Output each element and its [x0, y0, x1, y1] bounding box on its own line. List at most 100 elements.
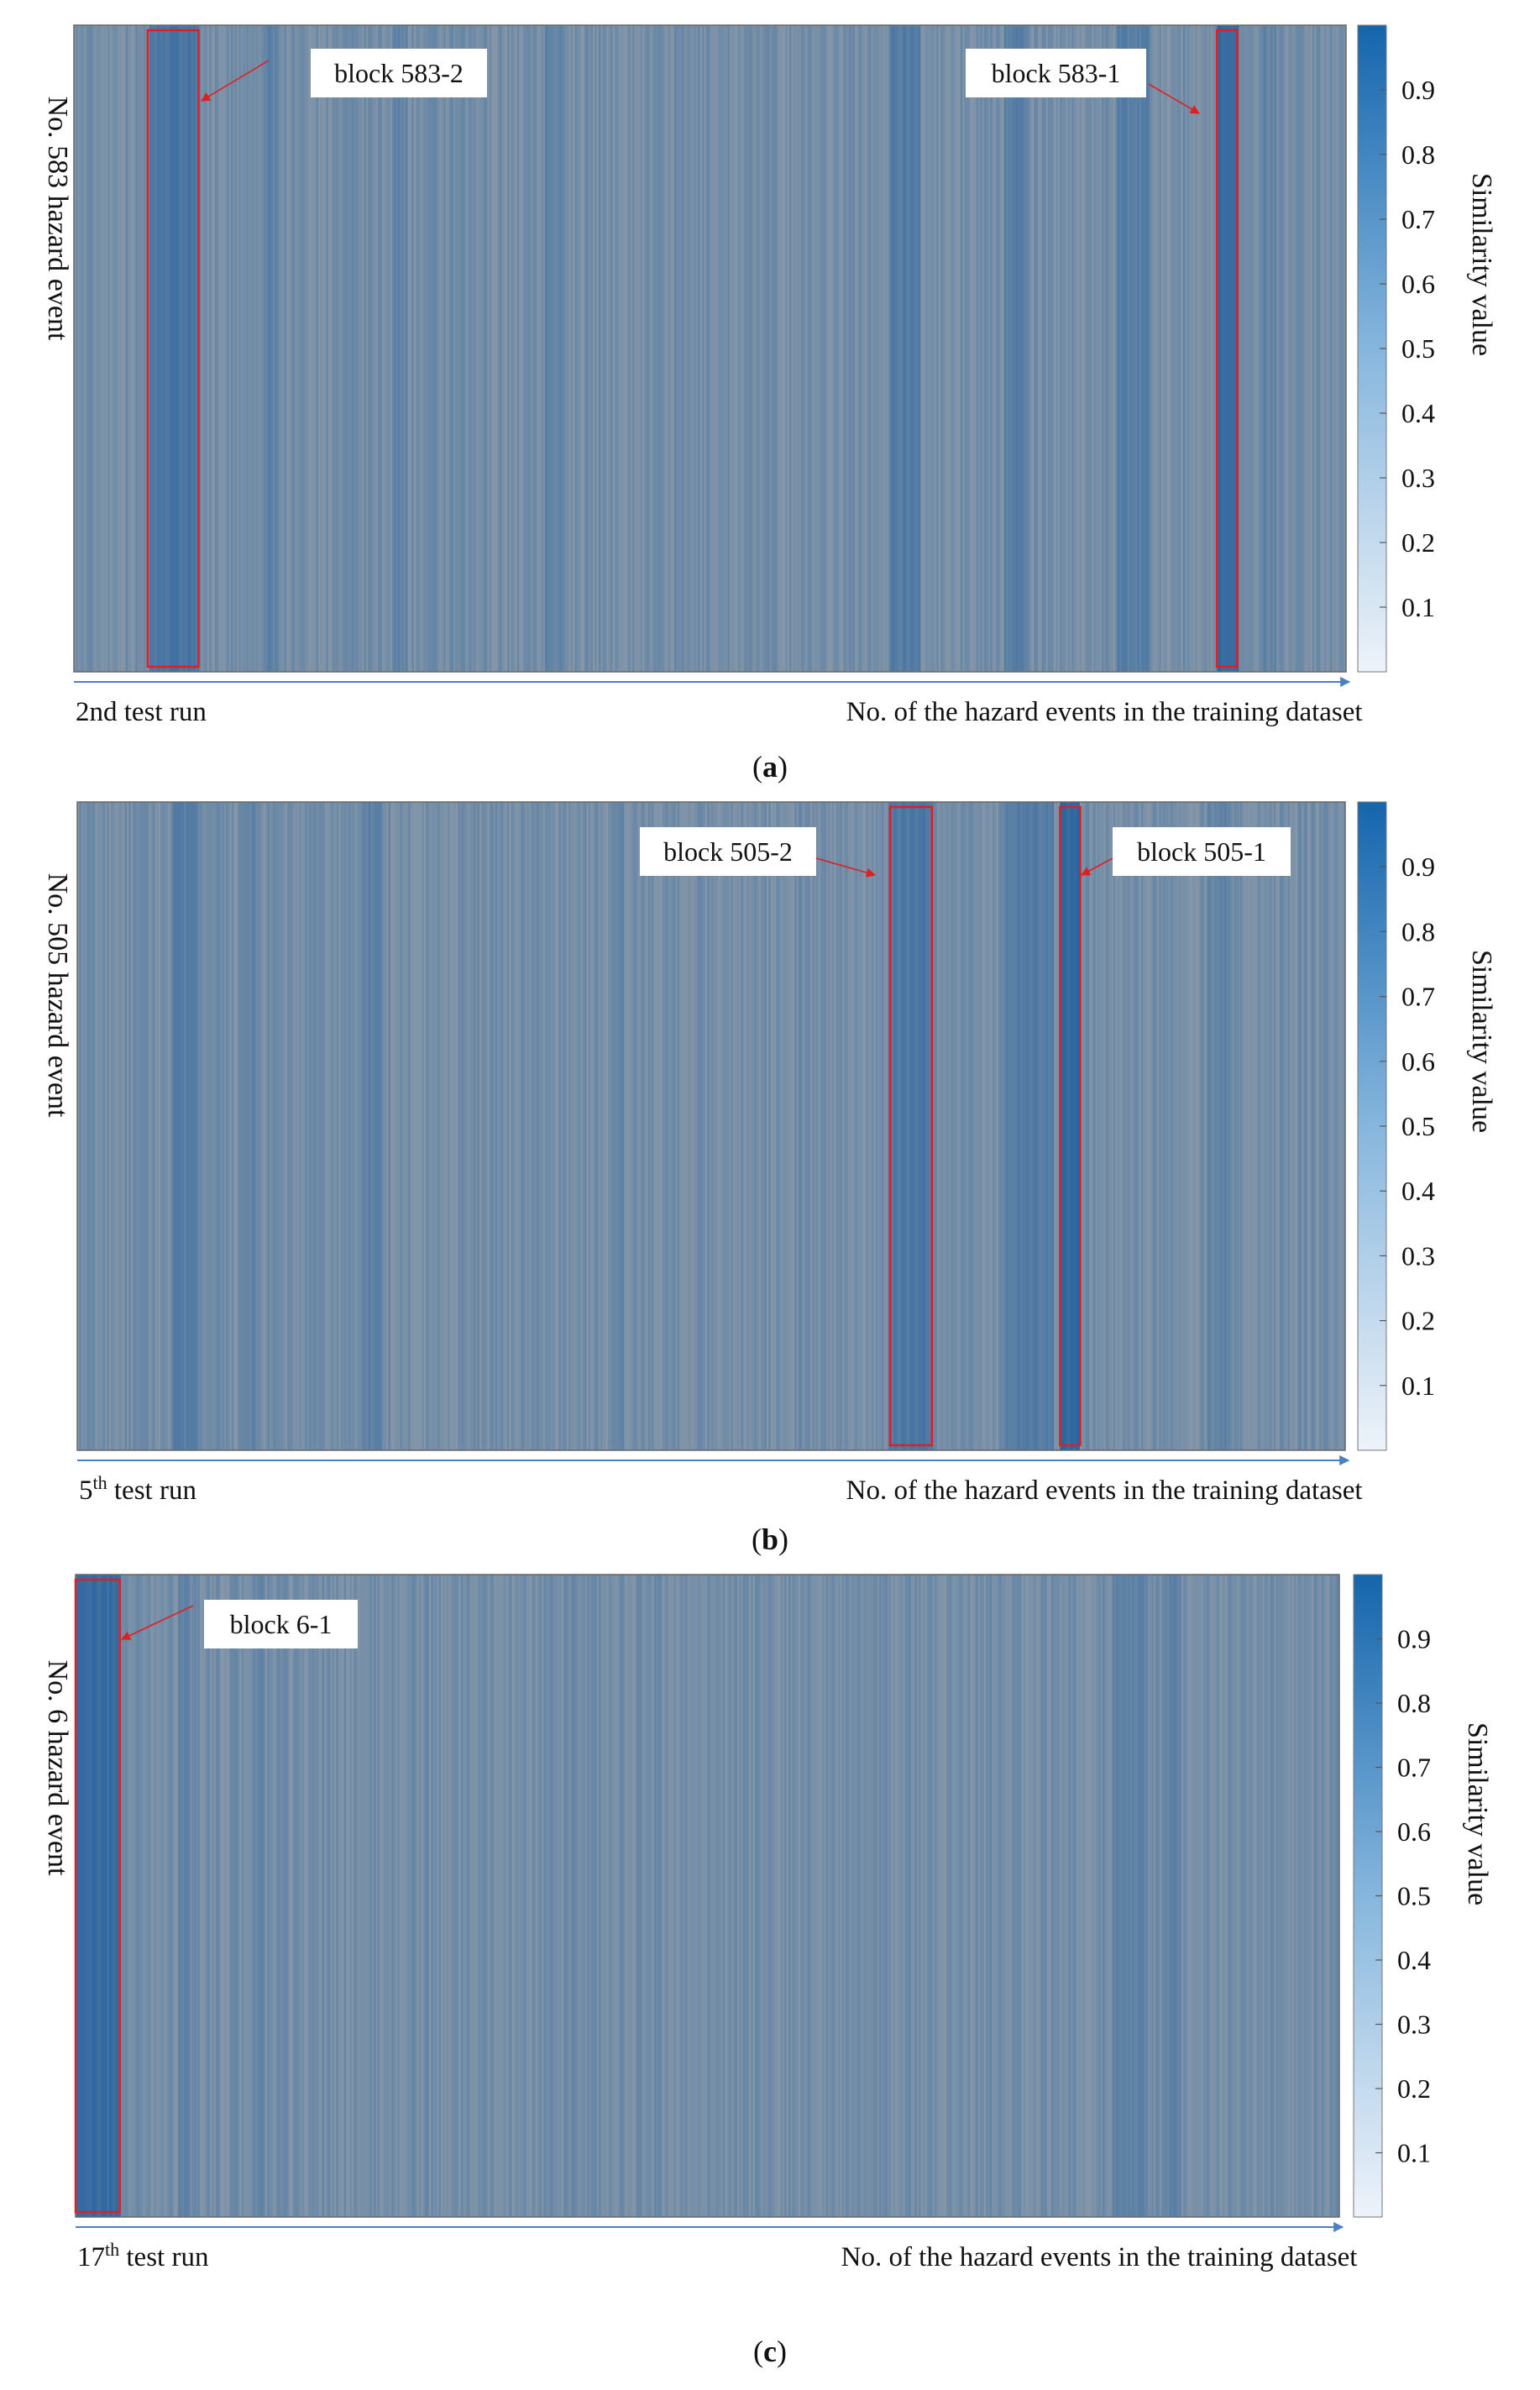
similarity-cell	[458, 1575, 461, 2217]
similarity-cell	[890, 25, 893, 672]
similarity-cell	[207, 1575, 211, 2217]
similarity-cell	[348, 1575, 351, 2217]
similarity-cell	[834, 1575, 836, 2217]
similarity-cell	[438, 1575, 442, 2217]
similarity-cell	[344, 802, 348, 1450]
similarity-cell	[647, 1575, 651, 2217]
similarity-cell	[677, 802, 680, 1450]
similarity-cell	[388, 802, 391, 1450]
similarity-cell	[806, 1575, 809, 2217]
similarity-cell	[1073, 802, 1076, 1450]
similarity-cell	[322, 1575, 325, 2217]
similarity-cell	[1057, 25, 1061, 672]
similarity-cell	[1087, 25, 1090, 672]
similarity-cell	[1173, 25, 1176, 672]
similarity-cell	[1165, 802, 1167, 1450]
similarity-cell	[1097, 802, 1100, 1450]
similarity-cell	[1266, 25, 1269, 672]
similarity-cell	[782, 1575, 785, 2217]
similarity-cell	[553, 1575, 556, 2217]
similarity-cell	[1147, 802, 1150, 1450]
similarity-cell	[1087, 802, 1090, 1450]
similarity-cell	[422, 25, 424, 672]
similarity-cell	[406, 25, 408, 672]
similarity-cell	[491, 25, 494, 672]
similarity-cell	[954, 1575, 957, 2217]
similarity-cell	[998, 25, 1001, 672]
similarity-cell	[915, 802, 918, 1450]
similarity-cell	[135, 25, 138, 672]
similarity-cell	[767, 25, 770, 672]
similarity-cell	[529, 25, 532, 672]
block-highlight	[1059, 805, 1082, 1447]
similarity-cell	[835, 25, 838, 672]
similarity-cell	[1306, 1575, 1308, 2217]
similarity-cell	[746, 25, 748, 672]
similarity-cell	[590, 25, 594, 672]
similarity-cell	[493, 802, 496, 1450]
similarity-cell	[1313, 802, 1316, 1450]
similarity-cell	[1226, 802, 1229, 1450]
similarity-cell	[437, 802, 441, 1450]
similarity-cell	[1282, 25, 1285, 672]
similarity-cell	[403, 25, 406, 672]
similarity-cell	[1133, 802, 1136, 1450]
similarity-cell	[111, 802, 113, 1450]
similarity-cell	[670, 25, 673, 672]
similarity-cell	[1284, 1575, 1286, 2217]
similarity-cell	[1283, 802, 1286, 1450]
similarity-cell	[596, 1575, 600, 2217]
similarity-cell	[369, 1575, 372, 2217]
similarity-cell	[1143, 802, 1145, 1450]
similarity-cell	[610, 802, 613, 1450]
similarity-cell	[1224, 802, 1227, 1450]
similarity-cell	[467, 802, 470, 1450]
similarity-cell	[773, 1575, 775, 2217]
similarity-cell	[916, 1575, 919, 2217]
similarity-cell	[881, 1575, 884, 2217]
similarity-cell	[881, 25, 883, 672]
similarity-cell	[504, 1575, 506, 2217]
similarity-cell	[632, 1575, 635, 2217]
similarity-cell	[1214, 802, 1217, 1450]
similarity-cell	[123, 1575, 126, 2217]
similarity-cell	[731, 802, 734, 1450]
similarity-cell	[771, 25, 774, 672]
similarity-cell	[608, 25, 611, 672]
similarity-cell	[695, 25, 699, 672]
similarity-cell	[1121, 802, 1124, 1450]
similarity-cell	[1035, 25, 1039, 672]
similarity-cell	[211, 25, 213, 672]
similarity-cell	[1055, 802, 1059, 1450]
similarity-cell	[490, 1575, 493, 2217]
similarity-cell	[1145, 25, 1148, 672]
similarity-cell	[201, 25, 204, 672]
similarity-cell	[779, 25, 782, 672]
block-label: block 6-1	[230, 1609, 333, 1639]
similarity-cell	[488, 1575, 491, 2217]
similarity-cell	[458, 802, 460, 1450]
similarity-cell	[1302, 25, 1305, 672]
similarity-cell	[423, 25, 427, 672]
similarity-cell	[239, 802, 243, 1450]
similarity-cell	[1317, 25, 1321, 672]
similarity-cell	[1218, 1575, 1222, 2217]
similarity-cell	[620, 25, 623, 672]
similarity-cell	[630, 25, 633, 672]
similarity-cell	[245, 1575, 248, 2217]
similarity-cell	[92, 25, 94, 672]
similarity-cell	[1084, 1575, 1087, 2217]
similarity-cell	[542, 802, 546, 1450]
similarity-cell	[855, 25, 857, 672]
similarity-cell	[721, 25, 725, 672]
similarity-cell	[1144, 1575, 1146, 2217]
similarity-cell	[539, 1575, 542, 2217]
similarity-cell	[1197, 25, 1200, 672]
similarity-cell	[1213, 25, 1216, 672]
similarity-cell	[383, 1575, 386, 2217]
similarity-cell	[499, 25, 502, 672]
similarity-cell	[567, 25, 569, 672]
colorbar-tick-label: 0.4	[1401, 1176, 1435, 1206]
similarity-cell	[427, 802, 431, 1450]
similarity-cell	[302, 1575, 306, 2217]
